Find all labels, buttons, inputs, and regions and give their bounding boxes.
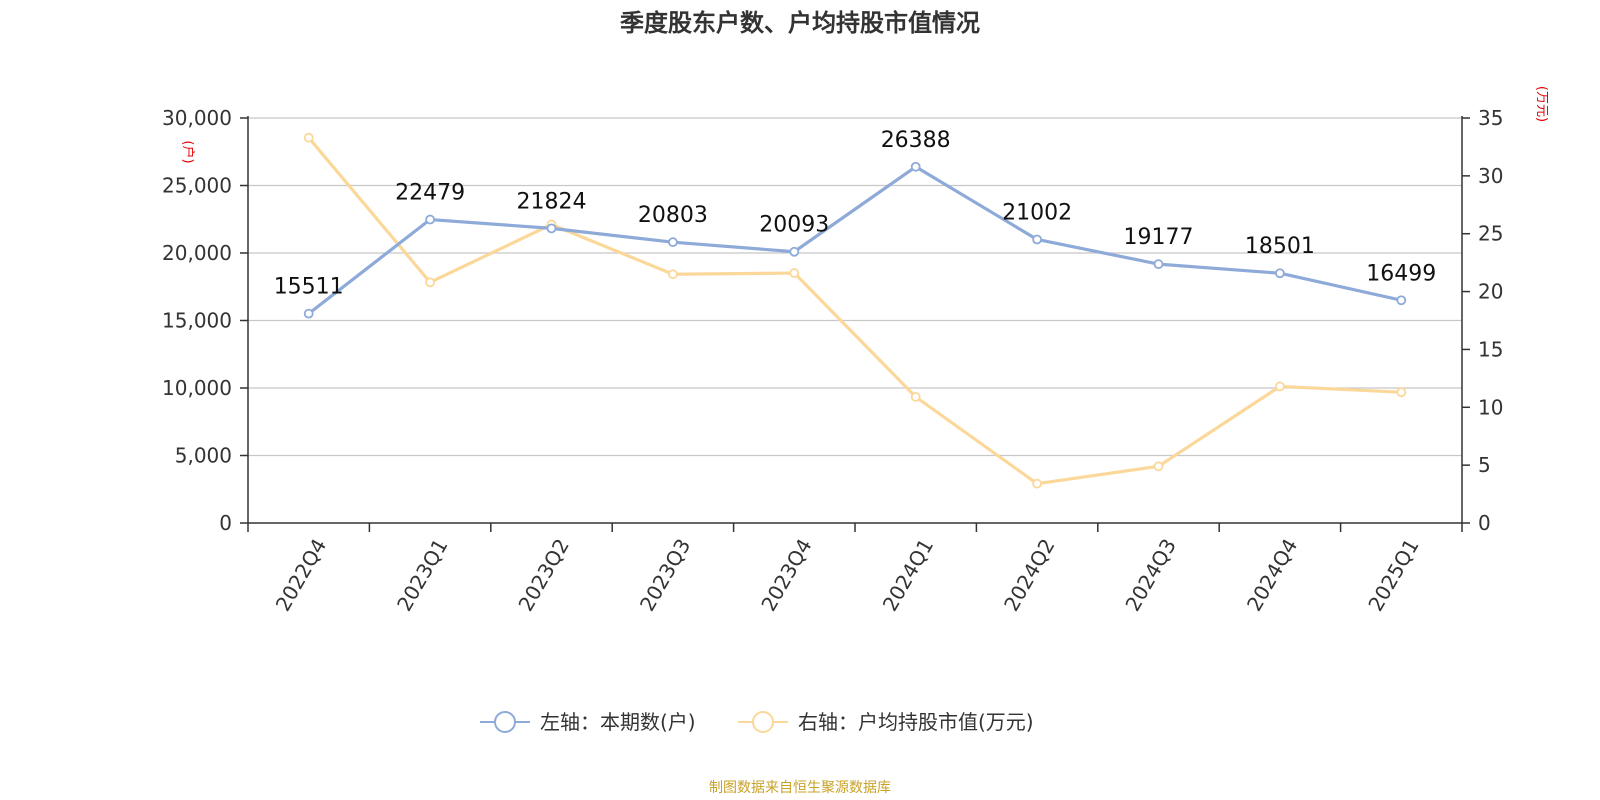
x-axis-ticks: 2022Q4 2023Q1 2023Q2 2023Q3 2023Q4 2024Q1 2024… [247, 523, 1463, 616]
data-point [789, 268, 800, 278]
x-tick-label: 2023Q4 [756, 535, 816, 616]
data-point [1396, 295, 1407, 306]
data-label: 20803 [638, 203, 708, 228]
data-point [1275, 268, 1285, 279]
x-tick-label: 2022Q4 [271, 535, 331, 616]
left-tick-label: 30,000 [162, 106, 232, 130]
gridlines [248, 117, 1462, 457]
legend-label: 左轴：本期数(户) [540, 710, 696, 734]
x-tick-label: 2024Q1 [878, 535, 938, 616]
x-tick-label: 2024Q4 [1242, 535, 1302, 616]
data-point [425, 214, 436, 225]
right-axis-unit: (万元) [1534, 86, 1549, 122]
right-tick-label: 35 [1478, 106, 1503, 130]
data-label: 26388 [881, 128, 951, 153]
data-point [1153, 461, 1164, 472]
series-line [307, 136, 1402, 486]
right-tick-label: 25 [1478, 222, 1503, 246]
x-tick-label: 2025Q1 [1363, 535, 1423, 616]
data-label: 21824 [517, 189, 587, 214]
x-tick-label: 2024Q3 [1120, 535, 1180, 616]
right-tick-label: 20 [1478, 280, 1503, 304]
data-label: 19177 [1124, 225, 1194, 250]
data-point [425, 277, 436, 288]
right-tick-label: 10 [1478, 395, 1503, 419]
right-tick-label: 30 [1478, 164, 1503, 188]
right-tick-label: 15 [1478, 337, 1503, 361]
left-tick-label: 10,000 [162, 376, 232, 400]
data-label: 20093 [759, 213, 829, 238]
left-tick-label: 20,000 [162, 241, 232, 265]
legend-label: 右轴：户均持股市值(万元) [798, 710, 1034, 734]
x-tick-label: 2024Q2 [999, 535, 1059, 616]
right-tick-label: 0 [1478, 511, 1491, 535]
data-point [910, 391, 921, 402]
left-tick-label: 0 [219, 511, 232, 535]
data-point [668, 269, 678, 280]
data-point [546, 223, 557, 234]
data-point [1153, 259, 1164, 270]
right-tick-label: 5 [1478, 453, 1491, 477]
data-label: 18501 [1245, 234, 1315, 259]
x-tick-label: 2023Q2 [513, 535, 573, 616]
right-axis-ticks: 0 5 10 15 20 25 30 35 [1462, 106, 1503, 535]
series-line [307, 165, 1402, 315]
source-note: 制图数据来自恒生聚源数据库 [709, 780, 891, 796]
left-axis-ticks: 0 5,000 10,000 15,000 20,000 25,000 30,000 [162, 106, 248, 535]
data-point [303, 132, 314, 143]
data-point [1275, 381, 1285, 392]
data-point [303, 308, 314, 319]
legend-swatch-marker [752, 711, 774, 733]
left-tick-label: 15,000 [162, 309, 232, 333]
legend: 左轴：本期数(户) 右轴：户均持股市值(万元) [480, 710, 1034, 734]
data-label: 15511 [274, 275, 344, 300]
left-axis-unit: (户) [180, 140, 196, 163]
x-tick-label: 2023Q1 [392, 535, 452, 616]
data-point [1032, 478, 1042, 489]
x-tick-label: 2023Q3 [635, 535, 695, 616]
data-point [789, 246, 800, 257]
data-point [1032, 234, 1042, 245]
chart-title: 季度股东户数、户均持股市值情况 [620, 9, 980, 37]
data-point [668, 237, 678, 248]
axes [247, 116, 1463, 524]
data-label: 21002 [1002, 200, 1072, 225]
left-tick-label: 5,000 [175, 444, 232, 468]
left-tick-label: 25,000 [162, 174, 232, 198]
data-label: 16499 [1366, 261, 1436, 286]
legend-swatch-marker [494, 711, 516, 733]
data-labels: 15511 22479 21824 20803 20093 26388 21002 19177… [274, 128, 1437, 300]
data-label: 22479 [395, 181, 465, 206]
data-point [910, 161, 921, 172]
series-layer [303, 132, 1407, 489]
data-point [1396, 387, 1407, 398]
